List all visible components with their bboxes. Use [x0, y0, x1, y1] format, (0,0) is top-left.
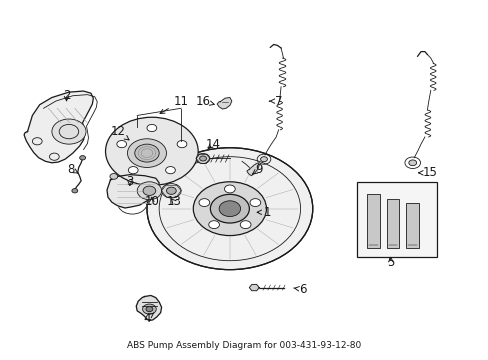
Text: 14: 14 — [205, 138, 220, 150]
Circle shape — [142, 304, 156, 314]
Circle shape — [135, 144, 159, 162]
Polygon shape — [366, 194, 379, 248]
Circle shape — [72, 189, 78, 193]
Circle shape — [408, 160, 416, 166]
Circle shape — [146, 307, 153, 312]
Circle shape — [143, 186, 156, 195]
Circle shape — [137, 182, 161, 200]
Circle shape — [110, 174, 118, 179]
Text: 12: 12 — [110, 125, 129, 140]
Text: 13: 13 — [166, 195, 181, 208]
Text: 4: 4 — [143, 311, 153, 325]
Text: 15: 15 — [418, 166, 436, 179]
Circle shape — [147, 148, 312, 270]
Circle shape — [249, 199, 260, 207]
Text: 16: 16 — [195, 95, 214, 108]
Text: 5: 5 — [386, 256, 394, 269]
Circle shape — [161, 184, 181, 198]
Circle shape — [105, 117, 198, 185]
Circle shape — [165, 167, 175, 174]
Circle shape — [80, 156, 85, 160]
Circle shape — [177, 140, 186, 148]
Circle shape — [260, 157, 267, 162]
Circle shape — [52, 119, 86, 144]
Polygon shape — [246, 163, 259, 176]
Text: 1: 1 — [257, 206, 271, 219]
Text: 3: 3 — [126, 175, 133, 188]
Circle shape — [166, 187, 176, 194]
Polygon shape — [136, 296, 161, 320]
Circle shape — [127, 139, 166, 167]
Circle shape — [128, 167, 138, 174]
Polygon shape — [249, 284, 259, 291]
Circle shape — [208, 221, 219, 229]
Text: 8: 8 — [67, 163, 78, 176]
Text: 11: 11 — [160, 95, 188, 113]
Text: 9: 9 — [252, 163, 263, 176]
Circle shape — [199, 199, 209, 207]
Bar — [356, 182, 436, 257]
Circle shape — [199, 156, 206, 161]
Text: 7: 7 — [269, 95, 282, 108]
Circle shape — [224, 185, 235, 193]
Polygon shape — [406, 203, 418, 248]
Circle shape — [117, 140, 126, 148]
Polygon shape — [386, 199, 398, 248]
Circle shape — [193, 182, 266, 235]
Circle shape — [240, 221, 250, 229]
Text: ABS Pump Assembly Diagram for 003-431-93-12-80: ABS Pump Assembly Diagram for 003-431-93… — [127, 341, 361, 350]
Circle shape — [196, 153, 209, 163]
Circle shape — [210, 194, 249, 223]
Text: 2: 2 — [62, 89, 70, 102]
Text: 6: 6 — [293, 283, 306, 296]
Circle shape — [147, 125, 157, 132]
Polygon shape — [107, 175, 159, 208]
Circle shape — [219, 201, 240, 217]
Polygon shape — [24, 91, 93, 163]
Text: 10: 10 — [144, 195, 159, 208]
Polygon shape — [217, 98, 231, 109]
